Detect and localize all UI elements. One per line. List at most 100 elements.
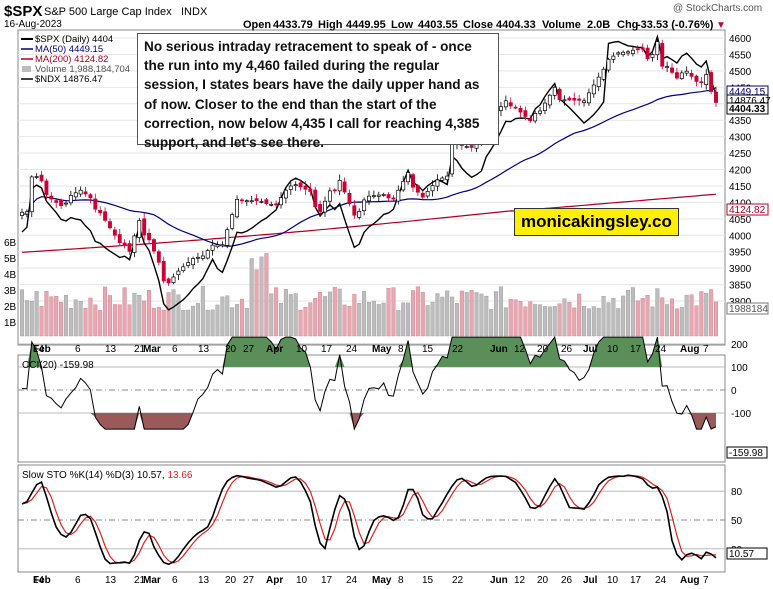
volume-bar: [601, 296, 606, 337]
x-tick-label: Aug: [680, 344, 699, 355]
candle-body: [513, 106, 518, 109]
volume-bar: [513, 299, 518, 337]
volume-bar: [674, 308, 679, 337]
candle-body: [523, 110, 528, 117]
x-tick-label: 27: [243, 344, 255, 355]
candle-body: [630, 49, 635, 54]
candle-body: [533, 113, 538, 122]
low-value: 4403.55: [418, 19, 458, 31]
candle-body: [98, 209, 103, 214]
candle-body: [562, 99, 567, 102]
candle-body: [655, 41, 660, 56]
legend-volume: Volume 1,988,184,704: [35, 64, 130, 75]
x-tick-label: 8: [398, 344, 404, 355]
volume-bar: [225, 295, 230, 337]
candle-body: [337, 179, 342, 192]
candle: [24, 209, 29, 218]
candle-body: [68, 195, 73, 204]
cci-series: [21, 335, 717, 431]
ndx-badge: 14876.47: [729, 96, 771, 107]
candle: [420, 190, 425, 200]
candle-body: [381, 194, 386, 196]
candle-body: [117, 234, 122, 243]
candle: [694, 74, 699, 87]
candle-body: [694, 75, 699, 82]
cci-tick-label: -100: [731, 409, 751, 420]
x-tick-label: 6: [172, 575, 178, 586]
candle: [635, 45, 640, 54]
volume-bar: [83, 308, 88, 337]
candle: [347, 189, 352, 207]
candle-body: [415, 185, 420, 193]
candle-body: [616, 52, 621, 55]
x-tick-label: 6: [75, 575, 81, 586]
candle-body: [586, 92, 591, 104]
source-credit: @ StockCharts.com: [673, 3, 762, 14]
candle: [626, 49, 630, 56]
price-tick-label: 4500: [729, 67, 752, 78]
candle: [440, 176, 445, 183]
candle: [318, 200, 323, 216]
volume-bar: [454, 303, 459, 337]
x-tick-label: 6: [172, 344, 178, 355]
candle-body: [49, 195, 54, 200]
volume-bar: [552, 306, 557, 337]
volume-bar: [103, 286, 108, 337]
volume-bar: [538, 304, 543, 337]
sto-label: Slow STO %K(14) %D(3) 10.57, 13.66: [22, 470, 193, 481]
x-tick-label: 15: [422, 575, 434, 586]
volume-bar: [98, 310, 103, 337]
volume-bar: [503, 307, 508, 337]
candle-body: [88, 194, 93, 199]
x-tick-label: 27: [243, 575, 255, 586]
volume-tick-label: 1B: [4, 318, 17, 329]
exchange: INDX: [181, 6, 208, 18]
price-tick-label: 4050: [729, 215, 752, 226]
volume-bar: [381, 302, 386, 337]
volume-bar: [274, 287, 279, 337]
volume-bar: [435, 293, 440, 337]
volume-bar: [337, 288, 342, 337]
candle-body: [450, 142, 455, 175]
candle-body: [650, 54, 655, 58]
candle: [562, 95, 567, 106]
high-value: 4449.95: [346, 19, 386, 31]
candle-body: [577, 98, 582, 101]
volume-bar: [679, 307, 684, 337]
volume-bar: [586, 308, 591, 337]
candle: [552, 85, 557, 100]
candle: [699, 77, 704, 88]
candle: [264, 197, 269, 206]
price-tick-label: 4250: [729, 149, 752, 160]
candle-body: [59, 199, 64, 207]
volume-bar: [191, 305, 196, 337]
volume-bar: [171, 289, 176, 337]
volume-bar: [59, 301, 64, 337]
high-label: High: [318, 19, 343, 31]
candle-body: [279, 197, 283, 206]
candle-body: [83, 191, 88, 195]
volume-bar: [107, 295, 112, 337]
candle-body: [191, 258, 196, 266]
volume-bar: [117, 304, 122, 337]
x-tick-label: 13: [105, 344, 117, 355]
candle-body: [406, 172, 411, 183]
candle-body: [425, 191, 430, 197]
volume-bar: [161, 309, 166, 337]
candle: [108, 218, 112, 230]
candle-body: [699, 81, 704, 84]
volume-bar: [670, 298, 675, 337]
candle-body: [108, 221, 112, 229]
candle-body: [205, 250, 210, 259]
candle: [39, 170, 44, 183]
candle: [88, 193, 93, 204]
sto-d-series: [21, 475, 717, 564]
volume-tick-label: 6B: [4, 238, 17, 249]
volume-bar: [205, 309, 210, 337]
volume-bar: [127, 304, 132, 337]
legend: $SPX (Daily) 4404 MA(50) 4449.15 MA(200)…: [21, 34, 130, 85]
candle: [127, 240, 132, 255]
candle: [567, 95, 572, 102]
candle-body: [225, 229, 230, 246]
volume-bar: [371, 300, 376, 337]
